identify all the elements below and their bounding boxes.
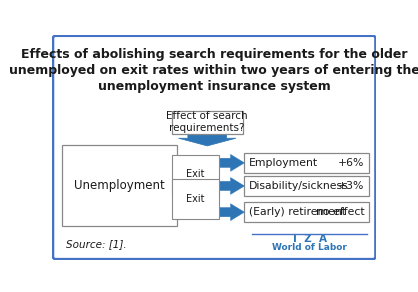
Text: Disability/sickness: Disability/sickness — [249, 181, 349, 191]
FancyBboxPatch shape — [53, 36, 375, 259]
Text: (Early) retirement: (Early) retirement — [249, 207, 346, 217]
Polygon shape — [178, 133, 236, 146]
Text: Source: [1].: Source: [1]. — [66, 239, 127, 249]
Text: +6%: +6% — [338, 158, 364, 168]
Polygon shape — [176, 204, 245, 221]
Text: no effect: no effect — [316, 207, 364, 217]
FancyBboxPatch shape — [62, 145, 177, 226]
Text: World of Labor: World of Labor — [272, 243, 347, 252]
Text: Employment: Employment — [249, 158, 318, 168]
Text: Effect of search
requirements?: Effect of search requirements? — [166, 111, 248, 133]
Text: Exit: Exit — [186, 194, 205, 204]
FancyBboxPatch shape — [244, 153, 369, 173]
Text: Exit: Exit — [186, 169, 205, 179]
FancyBboxPatch shape — [172, 110, 243, 134]
Text: +3%: +3% — [338, 181, 364, 191]
Text: Effects of abolishing search requirements for the older
unemployed on exit rates: Effects of abolishing search requirement… — [9, 48, 418, 93]
Polygon shape — [176, 154, 245, 171]
Polygon shape — [176, 178, 245, 194]
Text: I  Z  A: I Z A — [293, 234, 326, 244]
FancyBboxPatch shape — [244, 176, 369, 196]
FancyBboxPatch shape — [244, 202, 369, 222]
Text: Unemployment: Unemployment — [74, 179, 165, 192]
